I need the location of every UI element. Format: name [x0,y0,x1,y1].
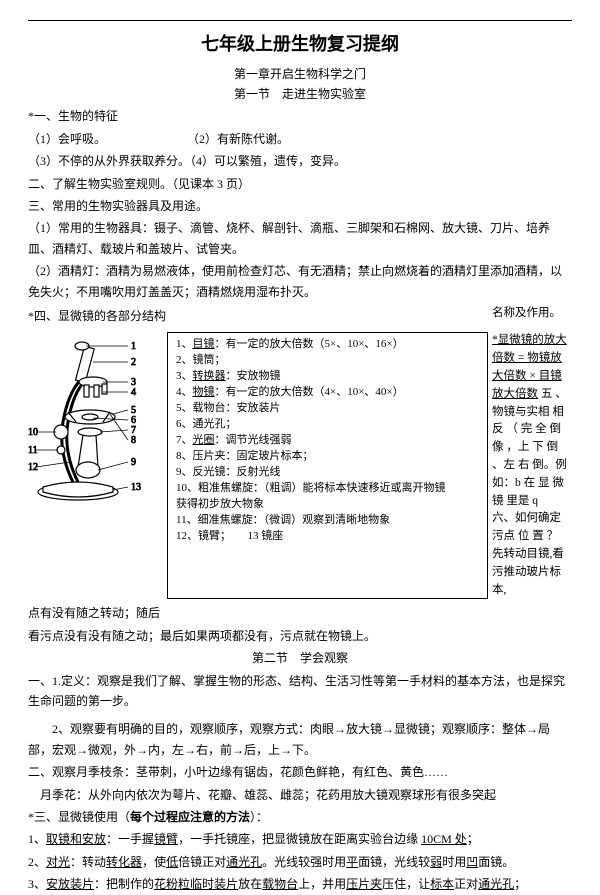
svg-text:1: 1 [131,341,136,352]
s4-right-title: 名称及作用。 [492,304,572,328]
s1-3: （3）不停的从外界获取养分。（4）可以繁殖，遗传，变异。 [28,151,572,171]
svg-text:2: 2 [131,357,136,368]
section1-title: 第一节 走进生物实验室 [28,84,572,104]
svg-text:8: 8 [131,435,136,446]
s1-line: （1）会呼吸。 （2）有新陈代谢。 [28,129,572,149]
svg-text:9: 9 [131,457,136,468]
s4-row: *四、显微镜的各部分结构 名称及作用。 [28,304,572,328]
s1-1: （1）会呼吸。 [28,132,100,146]
svg-text:12: 12 [28,462,38,473]
s4: *四、显微镜的各部分结构 [28,306,492,326]
chapter-title: 第一章开启生物科学之门 [28,64,572,84]
svg-text:4: 4 [131,387,136,398]
use-header: *三、显微镜使用（每个过程应注意的方法）： [28,807,572,827]
s1-header: *一、生物的特征 [28,106,572,126]
s3-2: （2）酒精灯：酒精为易燃液体，使用前检查灯芯、有无酒精；禁止向燃烧着的酒精灯里添… [28,261,572,302]
microscope-diagram: 1 2 3 4 5 6 7 8 9 13 10 11 12 [28,332,163,507]
top-rule [28,20,572,21]
section2-title: 第二节 学会观察 [28,648,572,668]
use1: 1、取镜和安放：一手握镜臂，一手托镜座，把显微镜放在距离实验台边缘 10CM 处… [28,829,572,849]
svg-text:10: 10 [28,427,38,438]
right-text: 五 、物镜与实相 相 反 （ 完 全 倒像 ，上 下 倒 、左 右 倒。例 如：… [492,388,570,596]
svg-text:13: 13 [131,482,141,493]
after-diagram-1: 点有没有随之转动；随后 [28,603,572,623]
doc-title: 七年级上册生物复习提纲 [28,29,572,60]
obs2: 2、观察要有明确的目的，观察顺序，观察方式：肉眼→放大镜→显微镜；观察顺序：整体… [28,719,572,760]
microscope-parts-box: 1、目镜：有一定的放大倍数（5×、10×、16×） 2、镜筒； 3、转换器：安放… [167,332,488,599]
diagram-section: 1 2 3 4 5 6 7 8 9 13 10 11 12 1、目镜：有一定的放… [28,332,572,599]
use3: 3、安放装片：把制作的花粉粒临时装片放在载物台上，并用压片夹压住，让标本正对通光… [28,874,572,894]
obs1: 一、1.定义：观察是我们了解、掌握生物的形态、结构、生活习性等第一手材料的基本方… [28,671,572,712]
s2: 二、了解生物实验室规则。（见课本 3 页） [28,174,572,194]
svg-text:11: 11 [28,445,38,456]
s3: 三、常用的生物实验器具及用途。 [28,196,572,216]
s1-2: （2）有新陈代谢。 [187,132,289,146]
s3-1: （1）常用的生物器具：镊子、滴管、烧杯、解剖针、滴瓶、三脚架和石棉网、放大镜、刀… [28,218,572,259]
obs3: 二、观察月季枝条：茎带刺，小叶边缘有锯齿，花颜色鲜艳，有红色、黄色…… [28,762,572,782]
right-notes: *显微镜的放大倍数 = 物镜放大倍数 × 目镜放大倍数 五 、物镜与实相 相 反… [492,332,572,599]
obs4: 月季花：从外向内依次为萼片、花瓣、雄蕊、雌蕊；花药用放大镜观察球形有很多突起 [28,785,572,805]
use2: 2、对光：转动转化器，使低倍镜正对通光孔。光线较强时用平面镜，光线较弱时用凹面镜… [28,852,572,872]
after-diagram-2: 看污点没有没有随之动；最后如果两项都没有，污点就在物镜上。 [28,626,572,646]
